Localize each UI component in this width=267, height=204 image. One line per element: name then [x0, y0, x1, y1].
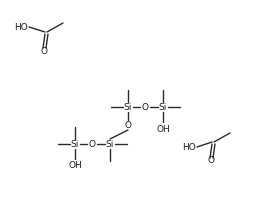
- Text: Si: Si: [71, 140, 79, 149]
- Text: Si: Si: [159, 103, 167, 112]
- Text: O: O: [124, 121, 132, 130]
- Text: Si: Si: [124, 103, 132, 112]
- Text: O: O: [207, 156, 214, 165]
- Text: OH: OH: [68, 161, 82, 170]
- Text: Si: Si: [106, 140, 114, 149]
- Text: O: O: [88, 140, 96, 149]
- Text: O: O: [41, 46, 48, 55]
- Text: O: O: [142, 103, 148, 112]
- Text: HO: HO: [14, 23, 28, 32]
- Text: OH: OH: [156, 124, 170, 133]
- Text: HO: HO: [182, 143, 196, 152]
